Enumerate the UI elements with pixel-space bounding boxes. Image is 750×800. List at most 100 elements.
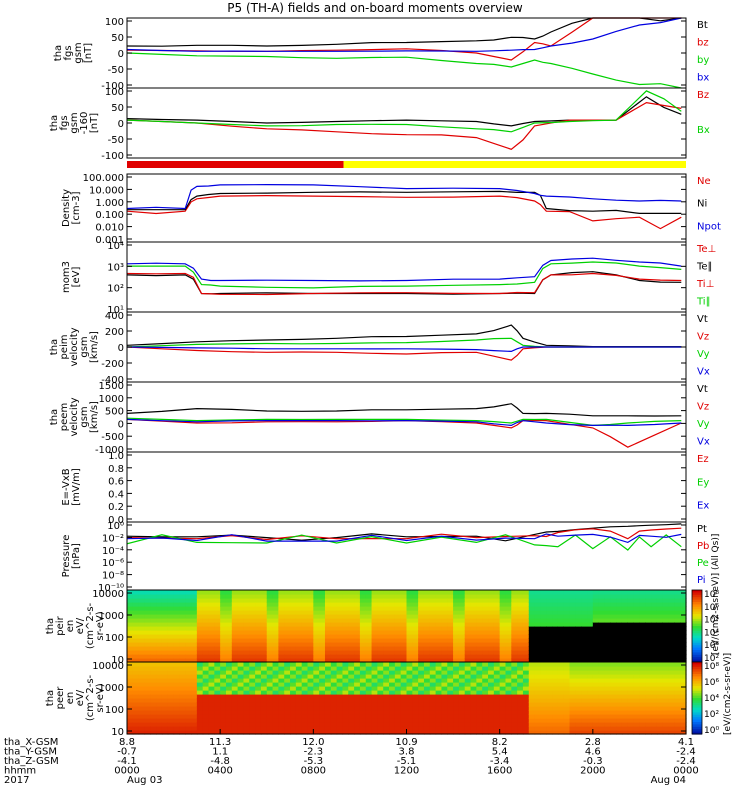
- legend-entry: Ne: [697, 176, 711, 187]
- heatmap-cell: [231, 698, 239, 703]
- heatmap-cell: [633, 710, 641, 715]
- heatmap-cell: [231, 618, 239, 623]
- heatmap-cell: [196, 618, 204, 623]
- heatmap-cell: [441, 606, 448, 611]
- heatmap-cell: [604, 598, 611, 603]
- heatmap-cell: [400, 698, 408, 703]
- heatmap-cell: [482, 598, 489, 603]
- heatmap-cell: [284, 594, 291, 599]
- heatmap-cell: [383, 606, 390, 611]
- heatmap-cell: [185, 694, 192, 699]
- heatmap-cell: [423, 634, 431, 639]
- heatmap-cell: [406, 630, 413, 635]
- heatmap-cell: [406, 654, 413, 659]
- heatmap-cell: [319, 694, 326, 699]
- heatmap-cell: [546, 602, 553, 607]
- heatmap-cell: [359, 722, 367, 727]
- heatmap-cell: [418, 606, 425, 611]
- heatmap-cell: [476, 622, 483, 627]
- heatmap-cell: [627, 686, 635, 691]
- heatmap-cell: [301, 718, 309, 723]
- heatmap-cell: [191, 674, 198, 679]
- heatmap-cell: [517, 650, 524, 655]
- heatmap-cell: [476, 638, 483, 643]
- heatmap-cell: [354, 714, 361, 719]
- heatmap-cell: [587, 650, 594, 655]
- heatmap-cell: [359, 626, 367, 631]
- heatmap-cell: [342, 690, 349, 695]
- heatmap-cell: [627, 590, 635, 595]
- heatmap-cell: [633, 590, 641, 595]
- heatmap-cell: [581, 674, 588, 679]
- heatmap-cell: [138, 690, 146, 695]
- heatmap-cell: [458, 678, 466, 683]
- heatmap-cell: [651, 670, 658, 675]
- heatmap-cell: [534, 610, 542, 615]
- heatmap-cell: [499, 630, 507, 635]
- heatmap-cell: [202, 638, 210, 643]
- heatmap-cell: [138, 698, 146, 703]
- heatmap-cell: [383, 686, 390, 691]
- heatmap-cell: [249, 722, 256, 727]
- heatmap-cell: [429, 638, 437, 643]
- heatmap-cell: [598, 622, 606, 627]
- heatmap-cell: [348, 642, 355, 647]
- heatmap-cell: [138, 702, 146, 707]
- heatmap-cell: [569, 726, 576, 731]
- heatmap-cell: [645, 650, 652, 655]
- heatmap-cell: [278, 646, 285, 651]
- heatmap-cell: [680, 662, 687, 667]
- heatmap-cell: [278, 706, 285, 711]
- heatmap-cell: [621, 674, 629, 679]
- heatmap-cell: [272, 714, 279, 719]
- heatmap-cell: [458, 642, 466, 647]
- heatmap-cell: [517, 670, 524, 675]
- heatmap-cell: [359, 694, 367, 699]
- heatmap-cell: [656, 686, 664, 691]
- heatmap-cell: [633, 654, 641, 659]
- heatmap-cell: [563, 702, 571, 707]
- heatmap-cell: [482, 658, 489, 663]
- heatmap-cell: [342, 674, 349, 679]
- heatmap-cell: [499, 614, 507, 619]
- heatmap-cell: [196, 598, 204, 603]
- heatmap-cell: [662, 666, 670, 671]
- series-line-Pb: [126, 527, 682, 541]
- heatmap-cell: [225, 702, 233, 707]
- heatmap-cell: [313, 666, 320, 671]
- colorbar-frame: [691, 661, 703, 735]
- heatmap-cell: [272, 670, 279, 675]
- heatmap-cell: [284, 682, 291, 687]
- heatmap-cell: [470, 638, 477, 643]
- heatmap-cell: [400, 658, 408, 663]
- heatmap-cell: [295, 646, 303, 651]
- heatmap-cell: [429, 658, 437, 663]
- heatmap-cell: [493, 610, 501, 615]
- heatmap-cell: [144, 650, 151, 655]
- heatmap-cell: [319, 678, 326, 683]
- heatmap-cell: [295, 678, 303, 683]
- heatmap-cell: [191, 618, 198, 623]
- heatmap-cell: [272, 710, 279, 715]
- heatmap-cell: [191, 642, 198, 647]
- heatmap-cell: [639, 710, 646, 715]
- heatmap-cell: [464, 626, 472, 631]
- heatmap-cell: [354, 682, 361, 687]
- colorbar-cell: [692, 616, 702, 620]
- heatmap-cell: [231, 658, 239, 663]
- heatmap-cell: [511, 594, 518, 599]
- heatmap-cell: [260, 646, 268, 651]
- heatmap-cell: [633, 698, 641, 703]
- heatmap-cell: [458, 674, 466, 679]
- heatmap-cell: [651, 662, 658, 667]
- heatmap-cell: [237, 706, 245, 711]
- heatmap-cell: [435, 658, 443, 663]
- heatmap-cell: [575, 714, 582, 719]
- heatmap-cell: [668, 610, 675, 615]
- heatmap-cell: [598, 662, 606, 667]
- heatmap-cell: [371, 678, 378, 683]
- heatmap-cell: [604, 698, 611, 703]
- heatmap-cell: [161, 670, 169, 675]
- heatmap-cell: [505, 646, 512, 651]
- heatmap-cell: [243, 670, 250, 675]
